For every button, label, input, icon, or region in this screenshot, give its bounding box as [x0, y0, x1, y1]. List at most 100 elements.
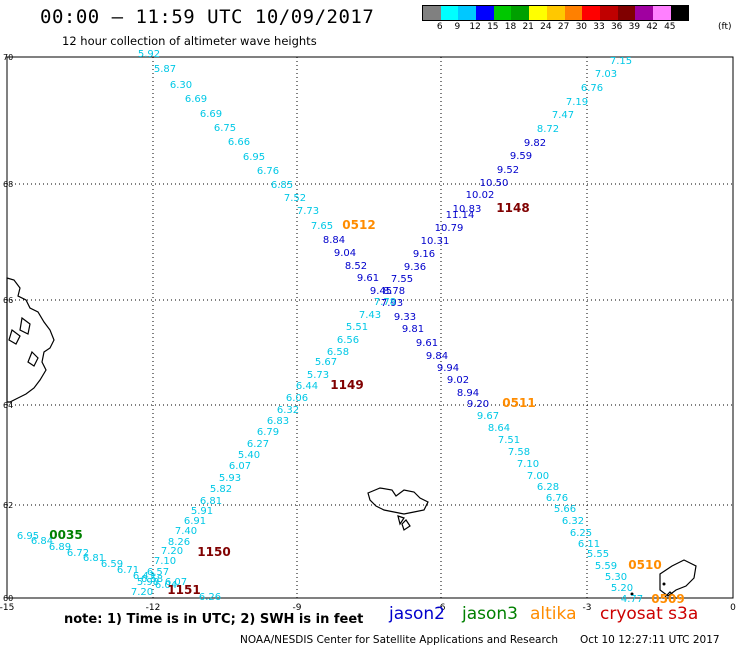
wave-height-value: 6.79: [257, 427, 279, 438]
island: [630, 592, 634, 596]
wave-height-value: 7.43: [359, 310, 381, 321]
wave-height-value: 7.52: [284, 193, 306, 204]
x-tick-label: -9: [293, 603, 302, 613]
legend-tick-label: 33: [593, 22, 605, 32]
wave-height-value: 6.95: [17, 531, 39, 542]
legend-cryosat: cryosat s3a: [600, 604, 699, 624]
wave-height-value: 6.32: [277, 405, 299, 416]
y-tick-label: 66: [3, 296, 13, 305]
legend-tick-label: 18: [504, 22, 517, 32]
coastline: [8, 329, 21, 345]
legend-swatch: [511, 6, 530, 20]
wave-height-value: 9.16: [413, 249, 435, 260]
wave-height-value: 9.81: [402, 324, 424, 335]
wave-height-value: 5.51: [346, 322, 368, 333]
wave-height-value: 7.58: [508, 447, 530, 458]
coastline: [401, 519, 411, 531]
y-tick-label: 64: [3, 401, 13, 410]
legend-swatch: [582, 6, 600, 20]
legend-tick-label: 30: [575, 22, 588, 32]
wave-height-value: 5.93: [219, 473, 241, 484]
y-tick-label: 62: [3, 501, 13, 510]
wave-height-value: 6.57: [147, 567, 169, 578]
wave-height-value: 9.82: [524, 138, 546, 149]
wave-height-value: 8.72: [537, 124, 559, 135]
legend-tick-label: 21: [522, 22, 534, 32]
legend-tick-label: 6: [436, 22, 443, 32]
wave-height-value: 7.93: [381, 298, 403, 309]
wave-height-value: 6.25: [570, 528, 592, 539]
wave-height-value: 6.04: [155, 580, 177, 591]
x-tick-label: 0: [730, 603, 736, 613]
legend-jason3: jason3: [462, 604, 518, 624]
wave-height-value: 7.03: [595, 69, 617, 80]
wave-height-value: 9.61: [416, 338, 438, 349]
color-scale-legend: [422, 5, 690, 21]
wave-height-value: 8.78: [383, 286, 405, 297]
legend-tick-label: 27: [557, 22, 570, 32]
legend-tick-label: 39: [628, 22, 641, 32]
legend-tick-label: 45: [664, 22, 676, 32]
pass-time-label: 0035: [49, 528, 82, 542]
track-b-labels: 7.15 7.03 6.76 7.19 7.47 8.72 9.82 9.59 9.52 10.5…: [141, 56, 632, 603]
legend-swatch: [493, 6, 512, 20]
wave-height-value: 6.81: [83, 553, 105, 564]
wave-height-value: 6.84: [31, 536, 53, 547]
wave-height-value: 8.52: [345, 261, 367, 272]
coastline: [19, 316, 31, 335]
wave-height-value: 7.10: [517, 459, 539, 470]
wave-height-value: 7.10: [154, 556, 176, 567]
wave-height-value: 6.72: [67, 548, 89, 559]
wave-height-value: 5.59: [595, 561, 617, 572]
pass-time-label: 1150: [197, 545, 230, 559]
wave-height-value: 5.55: [587, 549, 609, 560]
wave-height-value: 5.20: [611, 583, 633, 594]
wave-height-value: 5.82: [210, 484, 232, 495]
wave-height-value: 6.89: [49, 542, 71, 553]
wave-height-value: 8.64: [488, 423, 510, 434]
wave-height-value: 8.26: [168, 537, 190, 548]
track-a-labels: 5.92 5.87 6.30 6.69 6.69 6.75 6.66 6.95 6.76 6.85…: [138, 49, 643, 605]
wave-height-value: 7.65: [311, 221, 333, 232]
legend-tick-label: 9: [454, 22, 461, 32]
wave-height-value: 6.69: [200, 109, 222, 120]
pass-time-label: 1149: [330, 378, 363, 392]
x-tick-label: -6: [437, 603, 446, 613]
legend-tick-label: 42: [646, 22, 658, 32]
legend-swatch: [423, 6, 441, 20]
wave-height-value: 9.67: [477, 411, 499, 422]
wave-height-value: 6.58: [141, 574, 163, 585]
wave-height-value: 9.04: [334, 248, 356, 259]
wave-height-value: 6.75: [214, 123, 236, 134]
wave-height-value: 6.07: [165, 577, 187, 588]
generated-timestamp: Oct 10 12:27:11 UTC 2017: [580, 634, 720, 646]
legend-tick-label: 12: [469, 22, 481, 32]
wave-height-value: 9.20: [467, 399, 489, 410]
coastline: [6, 277, 55, 403]
legend-altika: altika: [530, 604, 577, 624]
wave-height-value: 6.81: [200, 496, 222, 507]
wave-height-value: 6.69: [185, 94, 207, 105]
wave-height-value: 6.83: [267, 416, 289, 427]
wave-height-value: 9.52: [497, 165, 519, 176]
wave-height-value: 8.84: [323, 235, 345, 246]
wave-height-value: 6.91: [184, 516, 206, 527]
legend-swatch: [440, 6, 459, 20]
wave-height-value: 10.50: [480, 178, 509, 189]
legend-tick-label: 36: [610, 22, 623, 32]
wave-height-value: 6.76: [581, 83, 603, 94]
coastline: [659, 559, 697, 597]
wave-height-value: 10.31: [421, 236, 450, 247]
wave-height-value: 10.02: [466, 190, 495, 201]
wave-height-value: 9.02: [447, 375, 469, 386]
wave-height-value: 7.51: [498, 435, 520, 446]
map-subtitle: 12 hour collection of altimeter wave hei…: [62, 34, 317, 48]
x-tick-label: -15: [0, 603, 14, 613]
coastline: [27, 350, 39, 367]
wave-height-value: 6.59: [101, 559, 123, 570]
y-tick-label: 70: [3, 53, 13, 62]
legend-swatch: [476, 6, 494, 20]
wave-height-value: 7.73: [297, 206, 319, 217]
map-frame: [6, 56, 734, 599]
